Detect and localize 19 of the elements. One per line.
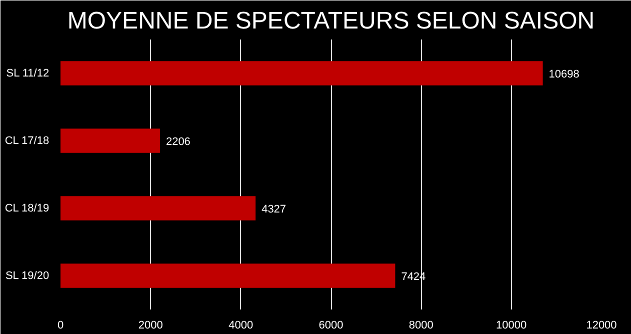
x-tick-label: 4000: [228, 320, 254, 332]
y-tick-label: CL 18/19: [4, 202, 50, 214]
data-label: 10698: [548, 68, 580, 80]
bar: [60, 196, 256, 220]
y-tick-label: SL 11/12: [6, 67, 50, 80]
data-label: 4327: [262, 203, 286, 216]
x-tick-label: 6000: [318, 320, 344, 332]
bar: [60, 61, 543, 86]
y-tick-label: SL 19/20: [5, 270, 50, 282]
x-tick-label: 12000: [586, 320, 617, 332]
bar: [60, 264, 396, 288]
x-tick-label: 10000: [496, 320, 527, 332]
x-tick-label: 2000: [138, 320, 163, 332]
x-tick-label: 0: [57, 320, 64, 332]
x-tick-label: 8000: [408, 320, 434, 332]
data-label: 2206: [166, 136, 190, 148]
bar: [60, 128, 160, 153]
y-tick-label: CL 17/18: [4, 134, 50, 147]
chart-title: MOYENNE DE SPECTATEURS SELON SAISON: [67, 8, 595, 34]
